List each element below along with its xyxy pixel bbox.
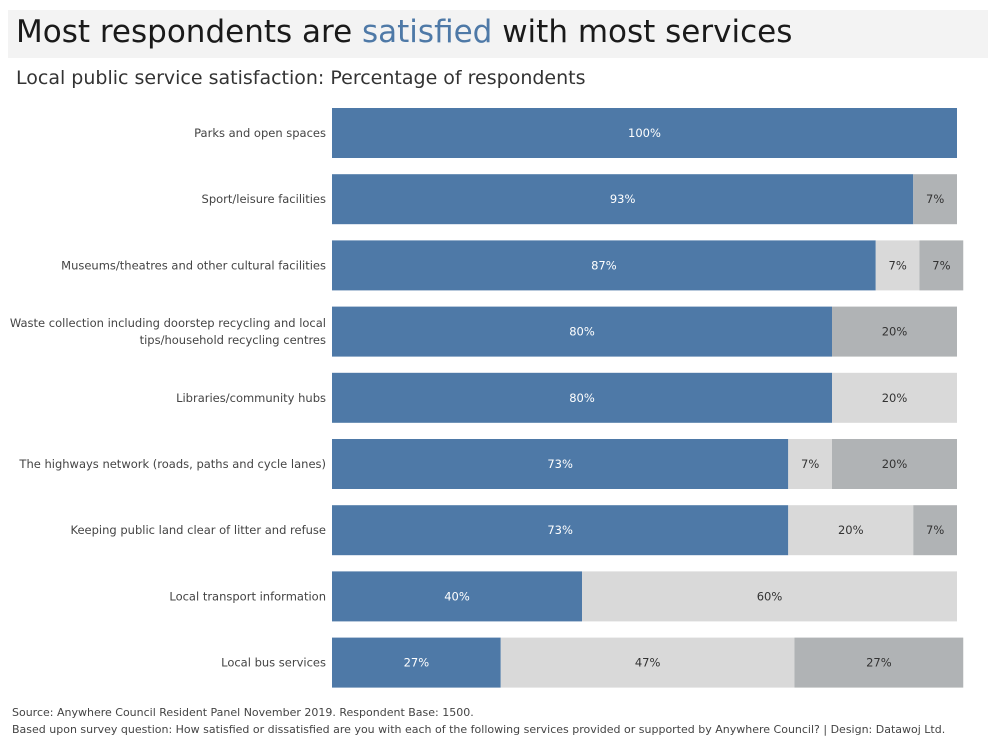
data-label: 60% [757,589,783,603]
title-before: Most respondents are [16,14,362,50]
footer-source: Source: Anywhere Council Resident Panel … [12,706,474,719]
footer-question: Based upon survey question: How satisfie… [12,723,946,736]
bar-segment-satisfied [332,439,789,489]
data-label: 7% [889,258,907,272]
bar-segment-satisfied [332,108,957,158]
category-label: Waste collection including doorstep recy… [10,316,326,330]
data-label: 93% [610,192,636,206]
data-label: 80% [569,325,595,339]
bar-segment-neither [788,505,914,556]
data-label: 80% [569,391,595,405]
title-highlight: satisfied [362,14,493,50]
title-after: with most services [492,14,793,50]
data-label: 73% [547,523,573,537]
stacked-bar-chart: Parks and open spaces 100% Sport/leisure f… [10,108,964,688]
data-label: 7% [926,192,944,206]
chart-title: Most respondents are satisfied with most… [16,14,792,50]
category-label: Museums/theatres and other cultural faci… [61,258,326,272]
bar-segment-neither [582,571,957,622]
data-label: 100% [628,126,661,140]
data-label: 20% [838,523,864,537]
category-label: The highways network (roads, paths and c… [18,457,326,471]
bar-segment-neither [500,637,795,688]
data-label: 20% [882,325,908,339]
data-label: 40% [444,589,470,603]
bar-segment-satisfied [332,637,501,688]
bar-segment-dissatisfied [794,637,964,688]
category-label: Libraries/community hubs [176,391,326,405]
data-label: 7% [801,457,819,471]
category-label: Keeping public land clear of litter and … [71,523,326,537]
category-label: Parks and open spaces [194,126,326,140]
bar-segment-satisfied [332,571,582,622]
bar-segment-satisfied [332,240,876,291]
category-label: Sport/leisure facilities [202,192,326,206]
bar-segment-satisfied [332,306,832,357]
bar-segment-dissatisfied [919,240,964,291]
category-label: Local transport information [169,589,326,603]
bar-segment-dissatisfied [832,306,957,357]
bar-segment-dissatisfied [913,505,957,556]
category-label: Local bus services [221,656,326,670]
bar-segment-satisfied [332,372,832,423]
bar-segment-dissatisfied [913,174,957,225]
data-label: 20% [882,457,908,471]
chart-subtitle: Local public service satisfaction: Perce… [16,67,586,89]
data-label: 87% [591,258,617,272]
data-label: 20% [882,391,908,405]
data-label: 7% [932,258,950,272]
data-label: 47% [635,656,661,670]
bar-segment-neither [875,240,920,291]
title-band [8,10,988,58]
bar-segment-dissatisfied [832,439,957,489]
bar-segment-satisfied [332,505,789,556]
category-label: tips/household recycling centres [140,333,326,347]
bar-segment-neither [788,439,832,489]
bar-segment-satisfied [332,174,914,225]
data-label: 7% [926,523,944,537]
data-label: 27% [866,656,892,670]
bar-segment-neither [832,372,957,423]
data-label: 73% [547,457,573,471]
data-label: 27% [404,656,430,670]
